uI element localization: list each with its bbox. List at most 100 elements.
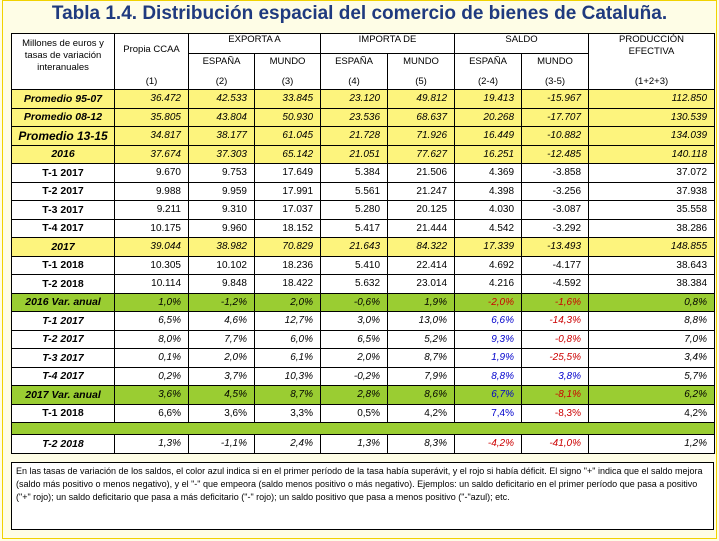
table-cell: 19.413 (454, 89, 523, 109)
header-importa: IMPORTA DE (320, 33, 456, 54)
table-cell: 134.039 (588, 126, 716, 146)
table-cell: -10.882 (521, 126, 590, 146)
row-label: T-2 2018 (11, 434, 115, 454)
table-cell: 5.410 (320, 255, 389, 275)
table-cell: 13,0% (387, 311, 456, 331)
table-cell: 84.322 (387, 237, 456, 257)
table-cell: 6,6% (454, 311, 523, 331)
table-cell: 16.449 (454, 126, 523, 146)
table-cell: 12,7% (253, 311, 322, 331)
table-cell: 77.627 (387, 144, 456, 164)
header-propia-code: (1) (145, 76, 158, 87)
table-cell: 10,3% (253, 366, 322, 386)
table-cell: 49.812 (387, 89, 456, 109)
subheader-code: (2) (215, 76, 228, 87)
table-cell: 9.988 (114, 181, 189, 201)
table-cell: 17.991 (253, 181, 322, 201)
table-cell: 17.339 (454, 237, 523, 257)
row-label: 2017 (11, 237, 115, 257)
table-cell: 10.305 (114, 255, 189, 275)
table-cell: 37.674 (114, 144, 189, 164)
table-cell: 10.102 (188, 255, 255, 275)
table-cell: 70.829 (253, 237, 322, 257)
table-cell: 148.855 (588, 237, 716, 257)
table-cell: -8,3% (521, 403, 590, 423)
table-cell: 35.805 (114, 107, 189, 127)
table-cell: -41,0% (521, 434, 590, 454)
table-cell: 10.114 (114, 274, 189, 294)
table-cell: 112.850 (588, 89, 716, 109)
table-cell: -4,2% (454, 434, 523, 454)
table-cell: 6,6% (114, 403, 189, 423)
table-row: T-2 2018 10.114 9.848 18.422 5.632 23.014 4.21… (11, 274, 716, 294)
table-cell: 5.632 (320, 274, 389, 294)
table-cell: -1,6% (521, 292, 590, 312)
table-cell: 18.422 (253, 274, 322, 294)
header-produccion: PRODUCCIÓN EFECTIVA (1+2+3) (588, 33, 716, 90)
table-cell: 39.044 (114, 237, 189, 257)
table-cell: 4.542 (454, 218, 523, 238)
table-cell: 8,0% (114, 329, 189, 349)
table-cell: 4.692 (454, 255, 523, 275)
table-cell: -1,1% (188, 434, 255, 454)
row-label: Promedio 08-12 (11, 107, 115, 127)
table-cell: 0,2% (114, 366, 189, 386)
table-row: T-4 2017 0,2% 3,7% 10,3% -0,2% 7,9% 8,8% 3,8% 5,… (11, 366, 716, 386)
subheader-saldo-mundo: MUNDO (3-5) (521, 53, 590, 90)
table-cell: 5.280 (320, 200, 389, 220)
table-cell: 6,0% (253, 329, 322, 349)
table-cell: 7,7% (188, 329, 255, 349)
table-cell: -1,2% (188, 292, 255, 312)
table-row: Promedio 95-07 36.472 42.533 33.845 23.120 49… (11, 89, 716, 109)
table-cell: 37.303 (188, 144, 255, 164)
table-row: T-2 2017 9.988 9.959 17.991 5.561 21.247 4.398… (11, 181, 716, 201)
table-cell: -0,6% (320, 292, 389, 312)
table-cell: 1,3% (320, 434, 389, 454)
table-row: T-1 2017 9.670 9.753 17.649 5.384 21.506 4.369… (11, 163, 716, 183)
table-cell: 61.045 (253, 126, 322, 146)
row-label: T-1 2017 (11, 311, 115, 331)
table-cell: 9,3% (454, 329, 523, 349)
table-cell: 8,7% (387, 348, 456, 368)
table-row: T-4 2017 10.175 9.960 18.152 5.417 21.444 4.54… (11, 218, 716, 238)
table-cell: 2,0% (320, 348, 389, 368)
table-cell: 23.014 (387, 274, 456, 294)
footnote: En las tasas de variación de los saldos,… (11, 462, 714, 530)
table-cell: 9.670 (114, 163, 189, 183)
table-cell: 6,1% (253, 348, 322, 368)
table-cell: 4.398 (454, 181, 523, 201)
table-cell: -3.087 (521, 200, 590, 220)
table-cell: 3,8% (521, 366, 590, 386)
table-cell: 0,8% (588, 292, 716, 312)
row-label: T-1 2018 (11, 403, 115, 423)
table-cell: -17.707 (521, 107, 590, 127)
row-label: T-3 2017 (11, 200, 115, 220)
table-row: T-3 2017 0,1% 2,0% 6,1% 2,0% 8,7% 1,9% -25,5% 3,… (11, 348, 716, 368)
table-cell: 2,0% (188, 348, 255, 368)
subheader-exporta-mundo: MUNDO (3) (253, 53, 322, 90)
table-cell: -4.177 (521, 255, 590, 275)
table-cell: 4.369 (454, 163, 523, 183)
table-row: Promedio 13-15 34.817 38.177 61.045 21.728 71… (11, 126, 716, 146)
table-cell: 3,7% (188, 366, 255, 386)
table-cell: -15.967 (521, 89, 590, 109)
row-label: T-2 2017 (11, 329, 115, 349)
table-cell: 23.536 (320, 107, 389, 127)
table-cell: 65.142 (253, 144, 322, 164)
separator-band (10, 422, 716, 435)
header-exporta: EXPORTA A (187, 33, 322, 54)
table-cell: 3,3% (253, 403, 322, 423)
table-cell: 21.051 (320, 144, 389, 164)
table-cell: 9.211 (114, 200, 189, 220)
table-cell: 33.845 (253, 89, 322, 109)
table-cell: 7,0% (588, 329, 716, 349)
header-propia: Propia CCAA (1) (114, 33, 189, 90)
table-cell: 21.728 (320, 126, 389, 146)
header-propia-label: Propia CCAA (123, 44, 180, 55)
table-cell: 20.125 (387, 200, 456, 220)
subheader-saldo-espana: ESPAÑA (2-4) (454, 53, 523, 90)
table-cell: 10.175 (114, 218, 189, 238)
table-cell: 50.930 (253, 107, 322, 127)
table-cell: 5.384 (320, 163, 389, 183)
table-cell: -25,5% (521, 348, 590, 368)
